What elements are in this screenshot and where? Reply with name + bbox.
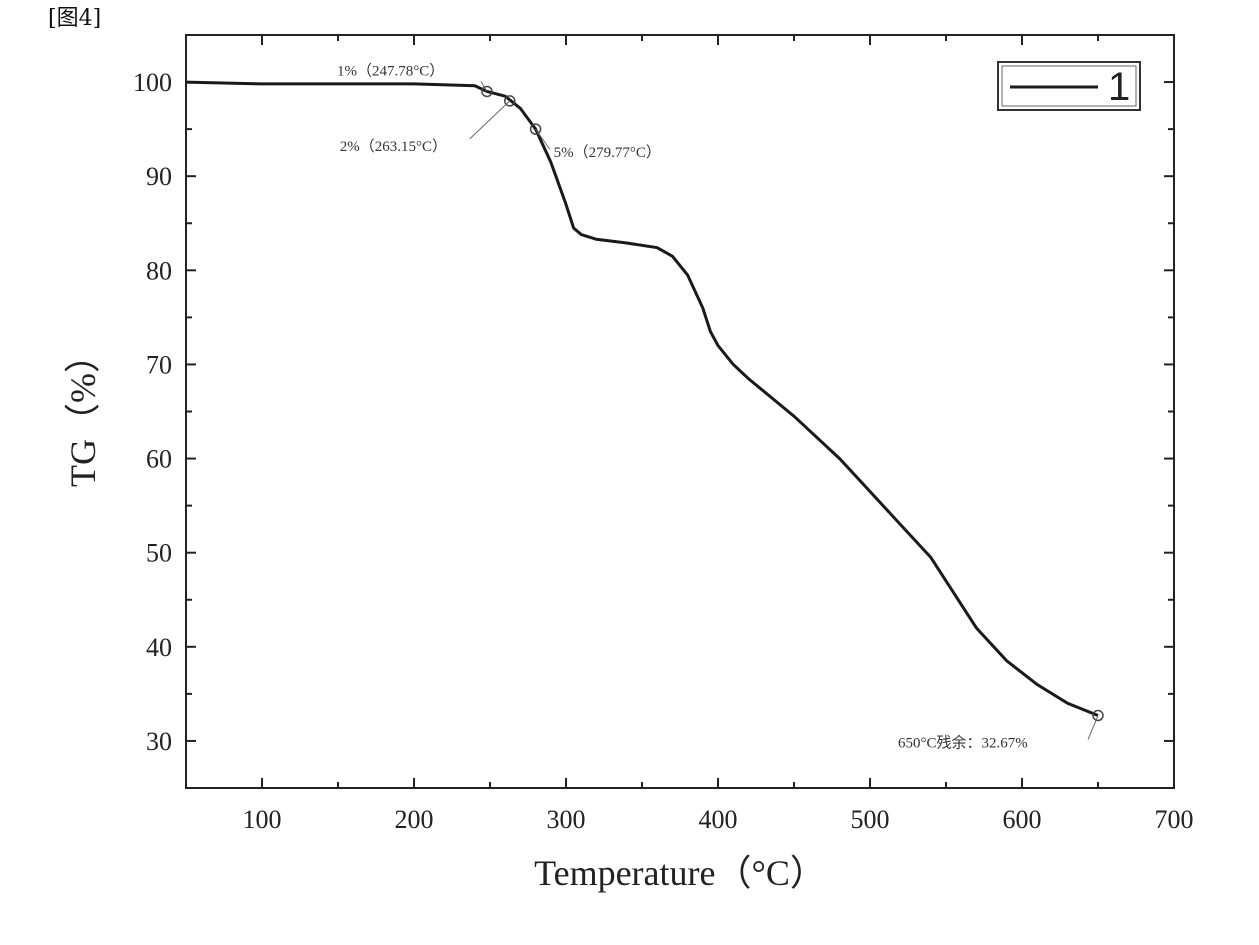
y-axis-title: TG（%） [63,337,103,487]
annotation-label: 2%（263.15°C） [340,138,447,155]
y-tick-label: 80 [146,256,172,285]
y-tick-label: 40 [146,633,172,662]
x-tick-label: 300 [547,805,586,834]
annotation-label: 650°C残余：32.67% [898,734,1028,752]
annotation-label: 1%（247.78°C） [337,62,444,79]
y-tick-label: 50 [146,539,172,568]
y-tick-label: 70 [146,350,172,379]
y-tick-label: 90 [146,162,172,191]
annotation-leader [470,101,510,139]
legend: 1 [998,62,1140,110]
x-tick-label: 600 [1003,805,1042,834]
x-tick-label: 500 [851,805,890,834]
x-axis-title: Temperature（°C） [534,853,826,893]
tg-chart: 100 200 300 400 500 600 700 30 40 50 60 70 80 90 100 1… [0,0,1259,945]
legend-label: 1 [1108,65,1130,109]
x-tick-label: 200 [395,805,434,834]
series-1-line [186,82,1098,715]
x-tick-label: 700 [1155,805,1194,834]
y-tick-label: 30 [146,727,172,756]
y-tick-label: 100 [133,68,172,97]
x-tick-label: 100 [243,805,282,834]
annotation-label: 5%（279.77°C） [554,144,661,161]
y-tick-label: 60 [146,445,172,474]
annotation-leader [1088,716,1098,740]
x-tick-label: 400 [699,805,738,834]
